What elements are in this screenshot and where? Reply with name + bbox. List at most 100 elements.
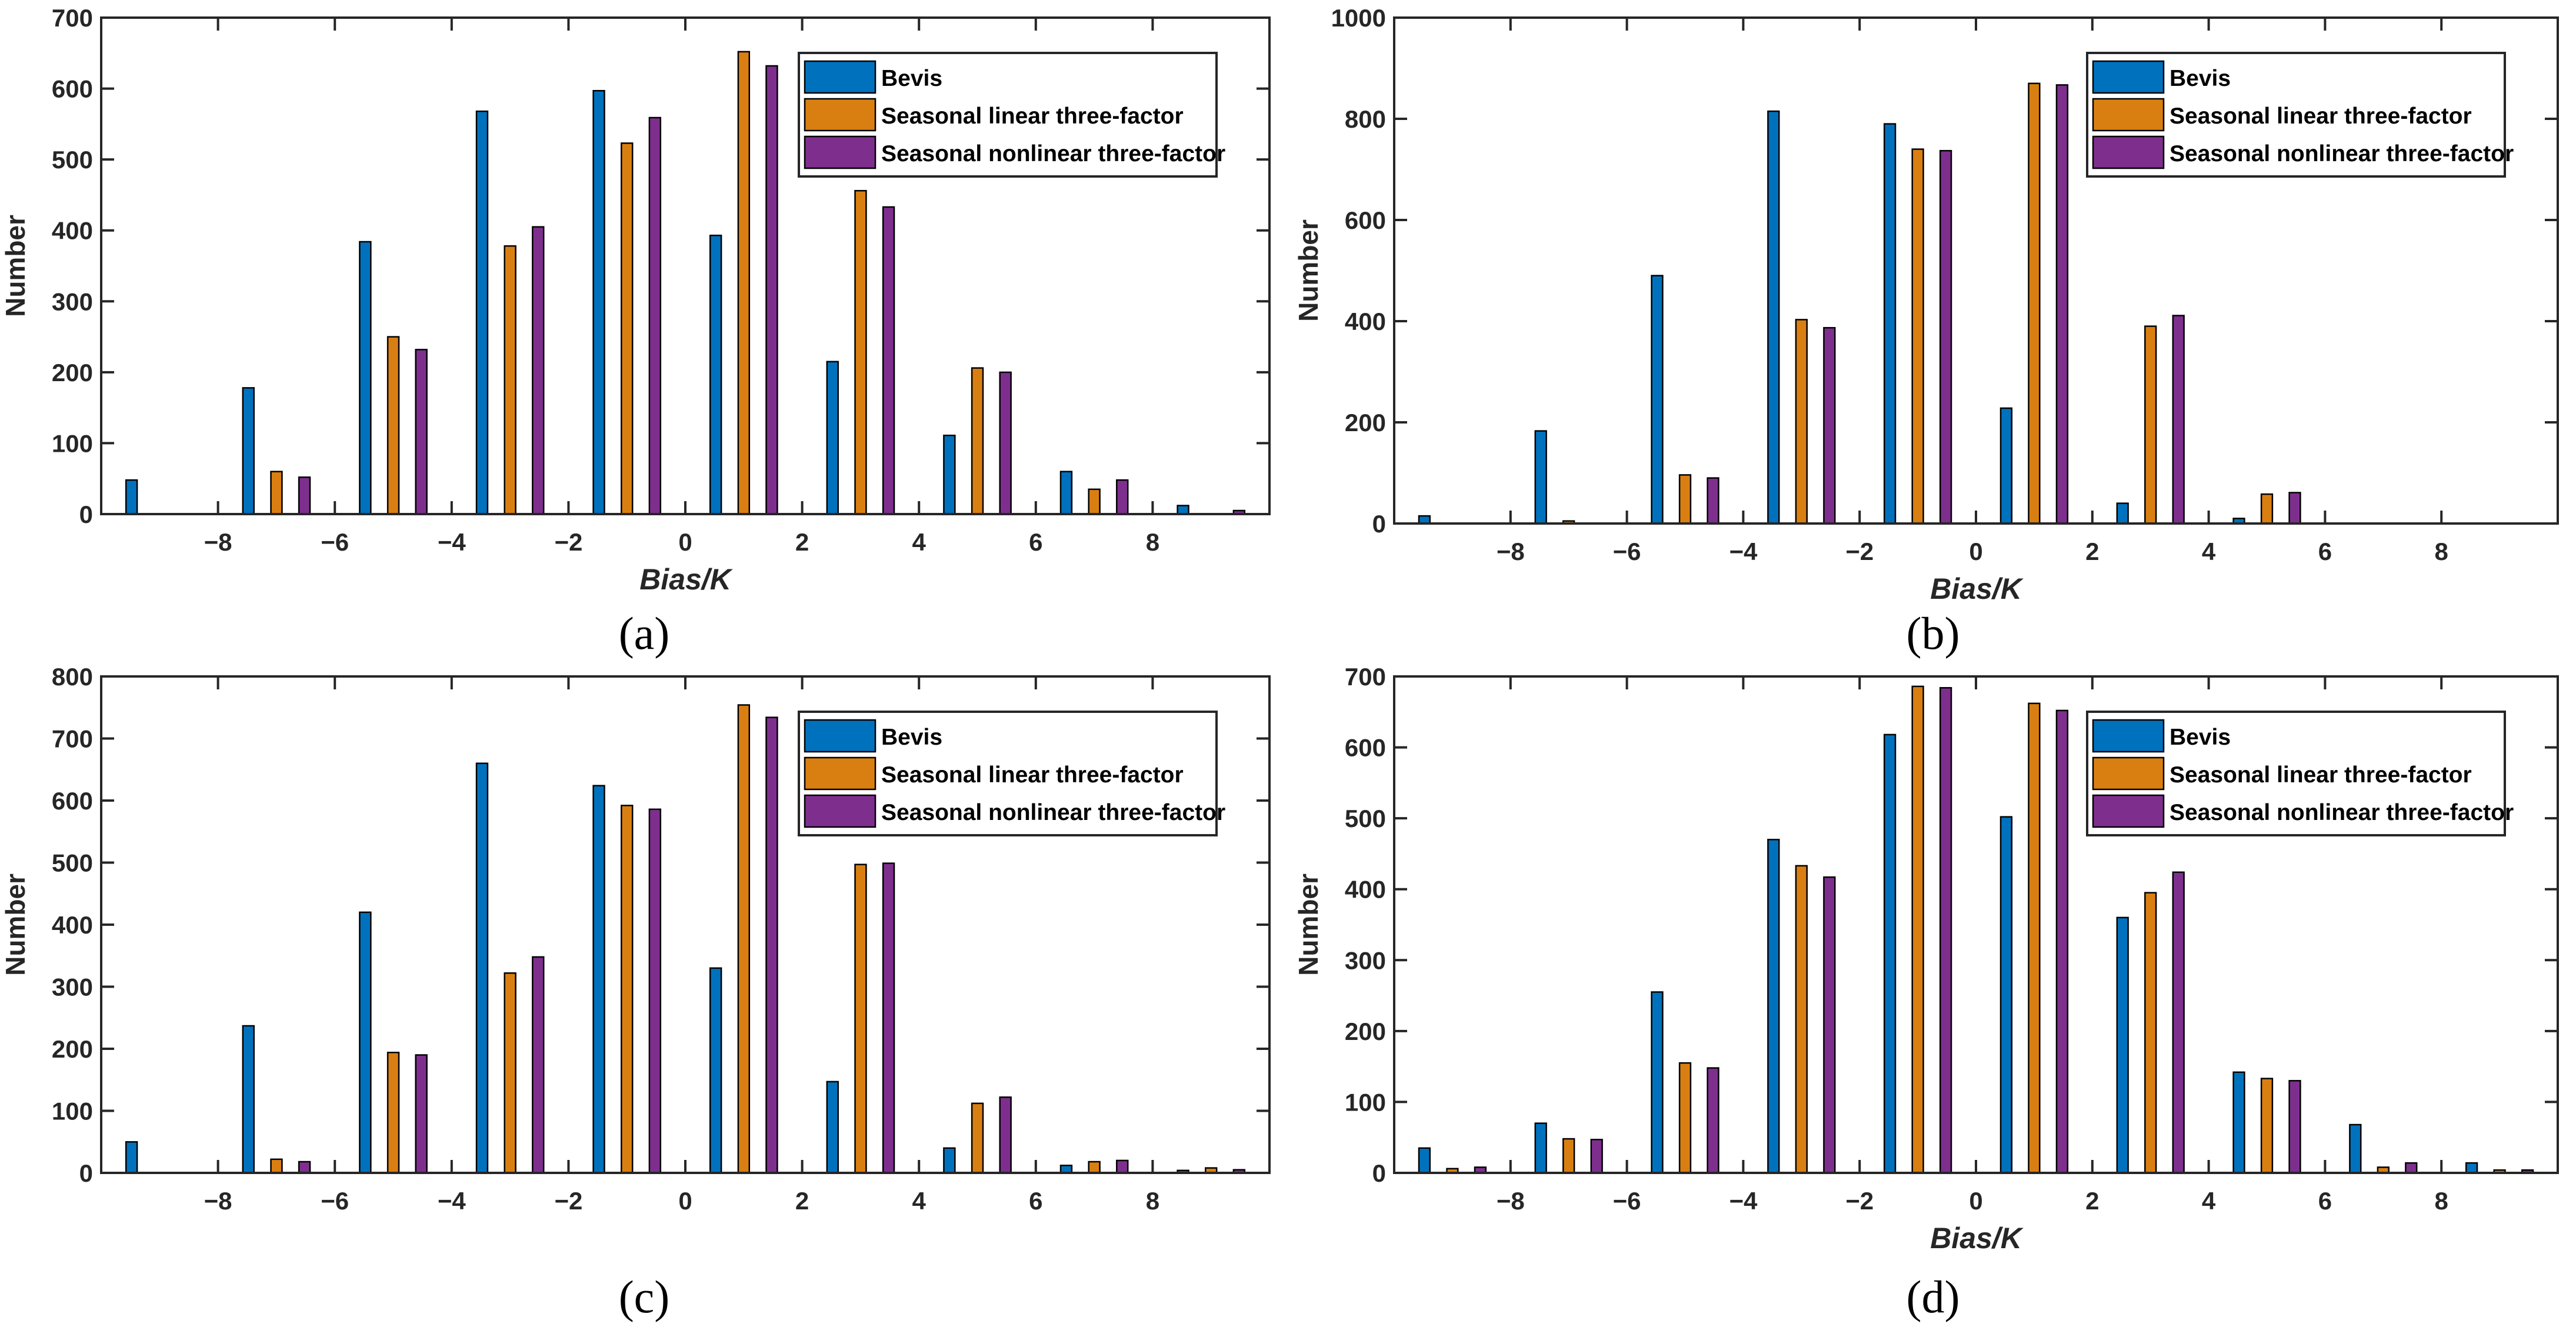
ytick-label-c-7: 700: [52, 725, 93, 753]
ytick-label-c-2: 200: [52, 1035, 93, 1063]
xtick-label-d-4: 0: [1969, 1187, 1982, 1215]
bar-c-s0-2: [359, 911, 372, 1174]
xtick-label-d-0: −8: [1497, 1187, 1525, 1215]
bar-d-s0-9: [2465, 1162, 2478, 1174]
bar-b-s1-3: [1795, 319, 1808, 525]
bar-a-s2-1: [298, 476, 311, 515]
xtick-label-a-6: 4: [912, 528, 927, 556]
bar-c-s1-1: [270, 1158, 283, 1174]
ytick-label-b-5: 1000: [1331, 4, 1386, 32]
bar-a-s0-4: [592, 89, 605, 515]
bar-d-s1-2: [1678, 1062, 1692, 1174]
bar-d-s0-8: [2349, 1123, 2362, 1174]
ytick-label-d-3: 300: [1345, 946, 1386, 974]
legend-swatch-b-1: [2092, 98, 2165, 132]
bar-b-s2-5: [2055, 84, 2069, 525]
ytick-label-b-0: 0: [1372, 510, 1386, 538]
xtick-label-c-6: 4: [912, 1187, 927, 1215]
legend-swatch-a-2: [804, 135, 877, 169]
bar-a-s1-7: [971, 367, 984, 515]
bar-a-s2-5: [765, 65, 778, 515]
xtick-label-c-2: −4: [438, 1187, 466, 1215]
ytick-label-c-3: 300: [52, 973, 93, 1001]
legend-swatch-d-2: [2092, 794, 2165, 828]
bar-d-s1-5: [2028, 702, 2041, 1174]
bar-a-s2-8: [1116, 479, 1129, 515]
legend-label-d-2: Seasonal nonlinear three-factor: [2170, 800, 2514, 825]
ytick-label-a-7: 700: [52, 4, 93, 32]
bar-d-s0-0: [1418, 1147, 1431, 1174]
xtick-label-b-5: 2: [2085, 538, 2099, 565]
legend-label-b-1: Seasonal linear three-factor: [2170, 104, 2472, 129]
bar-a-s2-2: [415, 349, 428, 515]
xtick-label-a-2: −4: [438, 528, 466, 556]
bar-b-s1-5: [2028, 82, 2041, 525]
bar-d-s2-1: [1590, 1139, 1603, 1174]
legend-label-a-2: Seasonal nonlinear three-factor: [881, 141, 1225, 166]
ytick-label-c-8: 800: [52, 663, 93, 691]
ytick-label-d-0: 0: [1372, 1159, 1386, 1187]
bar-b-s0-2: [1651, 275, 1664, 525]
ytick-label-c-1: 100: [52, 1098, 93, 1125]
xtick-label-c-0: −8: [204, 1187, 232, 1215]
ytick-label-b-2: 400: [1345, 308, 1386, 335]
bar-b-s2-2: [1707, 477, 1719, 525]
panel-label-c: (c): [618, 1271, 670, 1322]
xtick-label-b-7: 6: [2318, 538, 2332, 565]
bar-c-s1-4: [621, 805, 634, 1174]
bar-a-s0-6: [826, 361, 839, 515]
chart-a: 0 100 200 300 400 500 600 700 −8 −6 −4 −2 0 2 4 6 8 Numbe…: [0, 4, 1271, 596]
xtick-label-a-5: 2: [795, 528, 809, 556]
bar-b-s0-6: [2116, 502, 2129, 525]
ytick-label-a-5: 500: [52, 146, 93, 174]
bar-d-s2-3: [1823, 876, 1836, 1174]
bar-c-s2-1: [298, 1161, 311, 1174]
ytick-label-d-2: 200: [1345, 1018, 1386, 1045]
bar-c-s1-8: [1088, 1161, 1101, 1174]
bar-b-s0-4: [1883, 123, 1897, 525]
bar-a-s1-1: [270, 471, 283, 515]
ytick-label-a-0: 0: [79, 501, 93, 528]
bar-c-s2-2: [415, 1054, 428, 1174]
ylabel-a: Number: [0, 215, 31, 317]
xtick-label-c-7: 6: [1029, 1187, 1042, 1215]
bar-b-s2-7: [2288, 492, 2301, 525]
legend-label-b-0: Bevis: [2170, 66, 2231, 91]
ytick-label-c-5: 500: [52, 849, 93, 877]
chart-c: 0 100 200 300 400 500 600 700 800 −8 −6 −4 −2 0 2 4 6 8 Nu…: [0, 663, 1271, 1215]
bar-c-s2-6: [882, 862, 895, 1174]
bar-b-s1-4: [1911, 148, 1924, 525]
bar-d-s2-2: [1707, 1067, 1719, 1174]
bar-a-s2-4: [648, 116, 662, 515]
bar-b-s1-2: [1678, 474, 1692, 525]
bar-d-s2-5: [2055, 709, 2069, 1174]
bar-b-s1-6: [2144, 325, 2157, 525]
legend-label-a-0: Bevis: [881, 66, 942, 91]
bar-a-s2-6: [882, 206, 895, 515]
bar-d-s1-6: [2144, 892, 2157, 1174]
bar-c-s0-6: [826, 1081, 839, 1174]
bar-d-s0-4: [1883, 733, 1897, 1174]
bar-a-s1-5: [737, 51, 751, 515]
xtick-label-c-4: 0: [678, 1187, 692, 1215]
xtick-label-c-1: −6: [321, 1187, 349, 1215]
bar-a-s0-1: [242, 387, 255, 515]
bar-a-s2-7: [999, 371, 1012, 515]
bar-b-s0-1: [1534, 430, 1547, 525]
bar-c-s0-1: [242, 1025, 255, 1174]
xtick-label-d-6: 4: [2202, 1187, 2216, 1215]
bar-d-s2-6: [2172, 871, 2185, 1174]
bar-d-s2-4: [1939, 687, 1952, 1174]
bar-d-s1-4: [1911, 685, 1924, 1174]
bar-d-s2-7: [2288, 1080, 2301, 1174]
legend-swatch-c-2: [804, 794, 877, 828]
xtick-label-b-0: −8: [1497, 538, 1525, 565]
xtick-label-c-3: −2: [554, 1187, 582, 1215]
bar-b-s0-3: [1767, 110, 1780, 525]
bar-d-s0-7: [2232, 1071, 2245, 1174]
ytick-label-a-2: 200: [52, 359, 93, 386]
bar-c-s1-5: [737, 704, 751, 1174]
bar-a-s1-3: [504, 245, 516, 515]
legend-label-c-1: Seasonal linear three-factor: [881, 762, 1184, 788]
